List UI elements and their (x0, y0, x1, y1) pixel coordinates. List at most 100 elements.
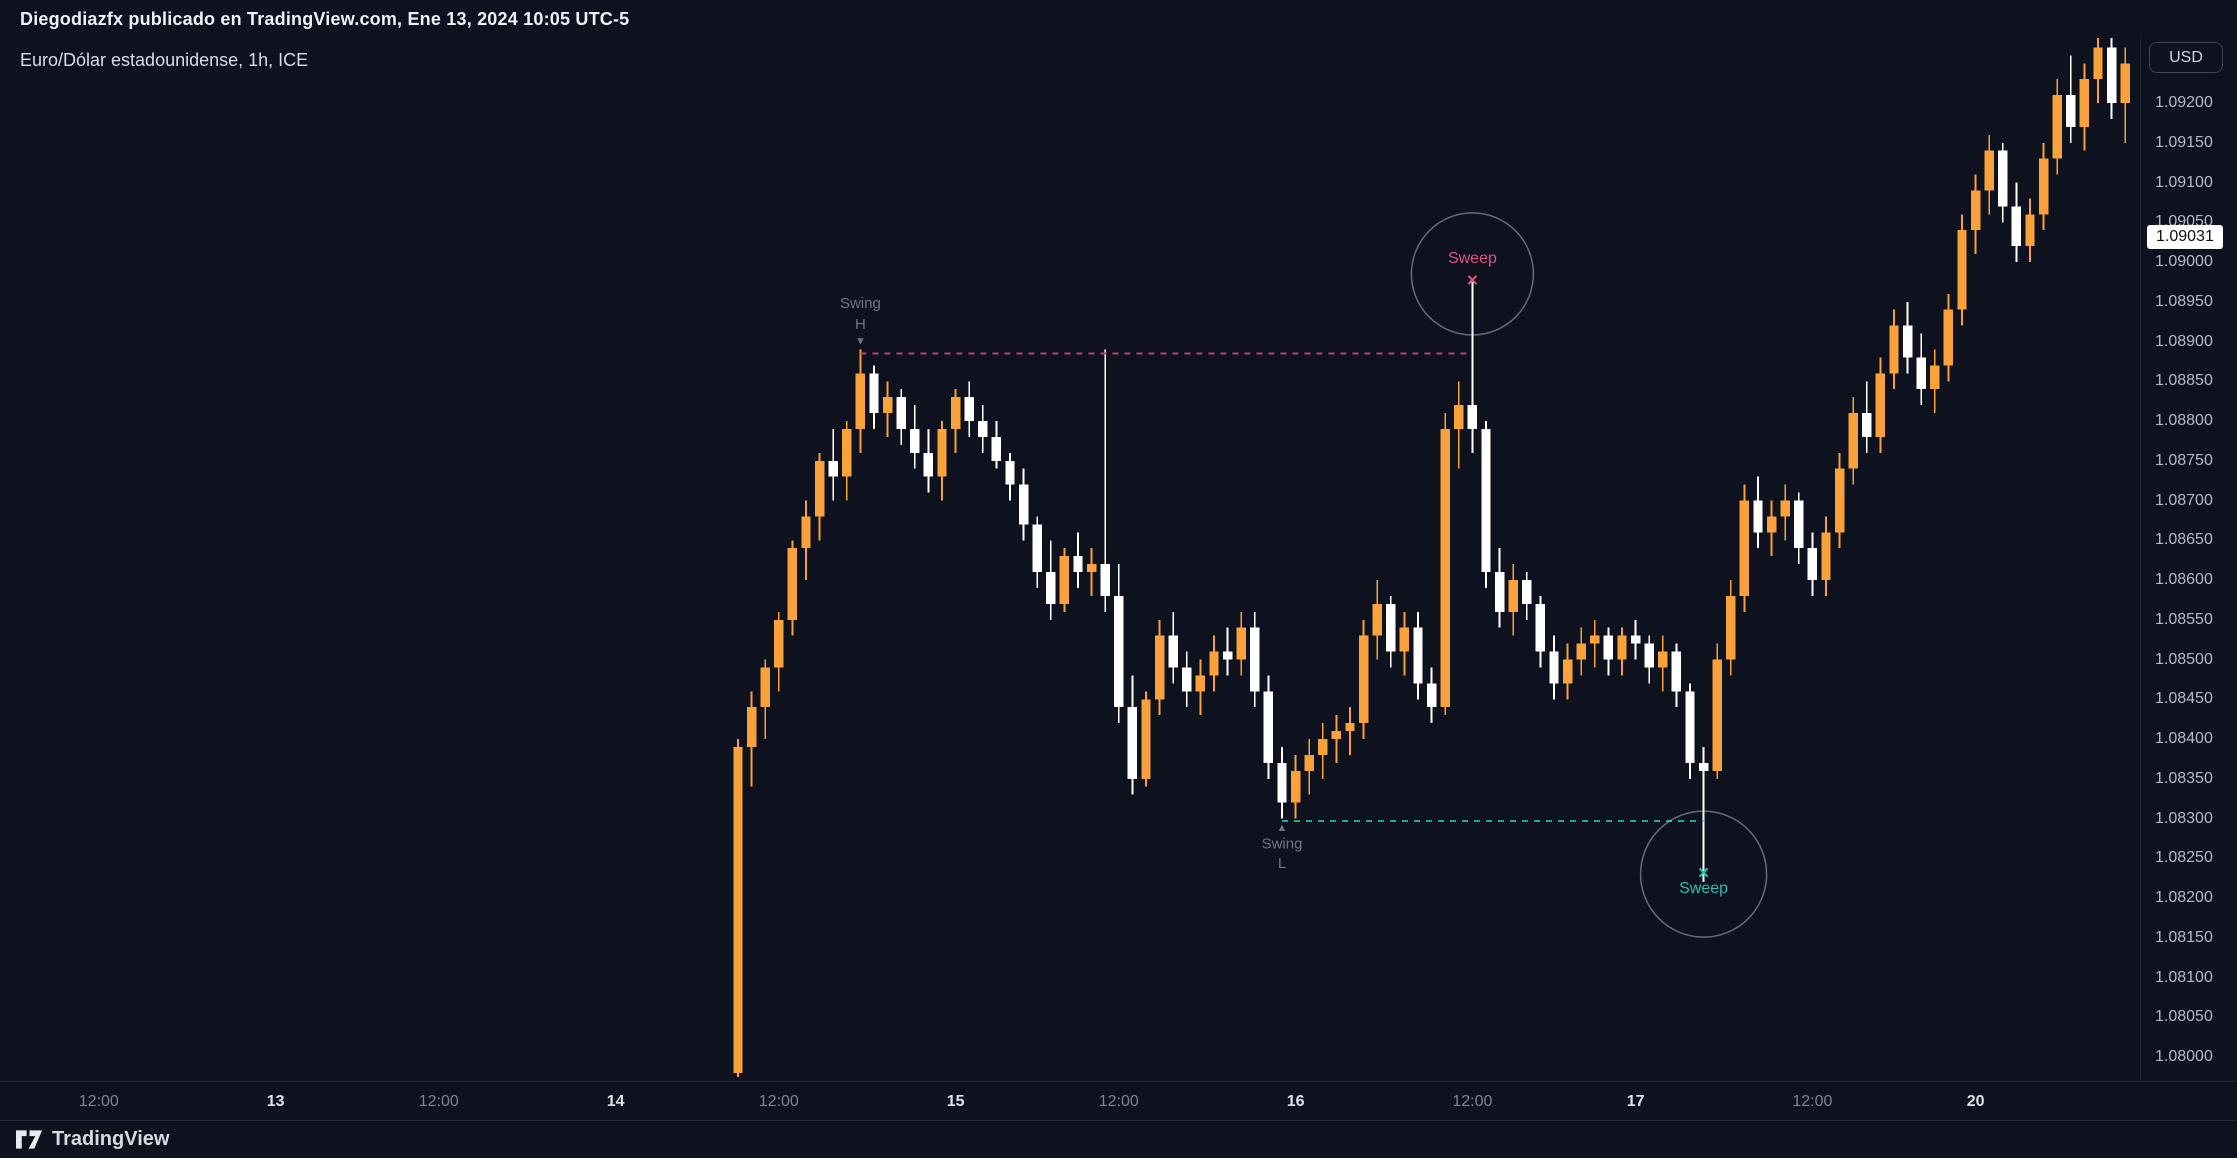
candle-body (1943, 309, 1954, 366)
candle-body (869, 373, 879, 414)
candle-body (2079, 79, 2090, 127)
candle-body (1426, 683, 1437, 708)
candle-body (978, 421, 988, 437)
candle-body (733, 746, 743, 1073)
price-axis-label: 1.08550 (2155, 610, 2213, 628)
price-axis-label: 1.09200 (2155, 94, 2213, 111)
candle-body (1998, 150, 2008, 207)
candle-body (1780, 500, 1790, 517)
candle-body (1358, 635, 1369, 724)
sweep-high-circle (1410, 212, 1535, 336)
price-axis-label: 1.08300 (2155, 809, 2213, 827)
price-axis-label: 1.09100 (2155, 173, 2213, 191)
candle-body (1889, 325, 1899, 374)
currency-button[interactable]: USD (2149, 42, 2223, 73)
candle-body (1562, 659, 1573, 684)
price-axis-label: 1.08850 (2155, 372, 2213, 390)
price-axis-label: 1.08800 (2155, 412, 2213, 429)
last-price-tag: 1.09031 (2147, 225, 2223, 250)
time-axis-label: 12:00 (1452, 1093, 1493, 1110)
candle-body (1916, 357, 1926, 390)
candle-body (1440, 428, 1450, 708)
candle-body (2120, 63, 2130, 103)
candle-body (1576, 643, 1586, 660)
price-axis[interactable]: USD 1.09200 1.09150 1.09100 1.09050 1.09000 1… (2140, 0, 2237, 1120)
candle-body (1399, 627, 1410, 652)
candle-body (1195, 675, 1206, 692)
candle-body (1630, 635, 1641, 644)
candle-body (1875, 373, 1886, 437)
candle-body (896, 397, 906, 429)
price-axis-label: 1.08350 (2155, 769, 2213, 787)
price-axis-label: 1.08950 (2155, 292, 2213, 310)
candle-body (774, 619, 784, 668)
time-axis-label: 20 (1966, 1093, 1985, 1110)
candle-body (1372, 603, 1382, 636)
candle-body (1930, 365, 1940, 390)
price-axis-label: 1.08150 (2155, 928, 2213, 946)
price-axis-label: 1.08100 (2155, 968, 2213, 986)
candle-body (1386, 603, 1396, 652)
attribution-text: Diegodiazfx publicado en TradingView.com… (20, 8, 630, 29)
price-axis-label: 1.08000 (2155, 1048, 2213, 1065)
price-axis-label: 1.08250 (2155, 849, 2213, 867)
candle-body (1413, 627, 1423, 684)
price-axis-label: 1.08200 (2155, 889, 2213, 906)
candle-body (910, 428, 920, 453)
symbol-legend[interactable]: Euro/Dólar estadounidense, 1h, ICE (20, 50, 308, 71)
candle-body (1304, 754, 1314, 771)
candle-body (1658, 651, 1668, 668)
time-axis[interactable]: 12:00 13 12:00 14 12:00 15 12:00 16 12:00 17 12:00… (0, 1081, 2237, 1120)
candle-body (1685, 691, 1695, 763)
sweep-high-label: Sweep (1448, 250, 1497, 267)
time-axis-label: 12:00 (418, 1093, 459, 1110)
price-axis-label: 1.08050 (2155, 1008, 2213, 1026)
candle-body (1154, 635, 1165, 700)
time-axis-label: 14 (606, 1093, 625, 1110)
candle-body (1236, 627, 1246, 660)
candle-body (2093, 47, 2103, 80)
price-axis-label: 1.08500 (2155, 650, 2213, 668)
candle-body (1073, 556, 1083, 573)
candle-body (1984, 150, 1994, 191)
candle-body (1902, 325, 1913, 358)
candle-body (1345, 723, 1355, 732)
candle-body (1726, 595, 1736, 660)
candle-body (760, 667, 770, 708)
candle-body (1508, 580, 1518, 612)
candle-body (1807, 548, 1818, 580)
symbol-title: Euro/Dólar estadounidense, 1h, ICE (20, 50, 309, 70)
candle-body (1100, 564, 1110, 596)
swing-high-label: Swing (840, 295, 881, 312)
tradingview-brand[interactable]: TradingView (52, 1128, 170, 1150)
candle-body (1617, 635, 1627, 660)
time-axis-label: 15 (946, 1093, 965, 1110)
candle-body (923, 452, 934, 477)
sweep-low-circle (1639, 810, 1768, 938)
sweep-low-cross-icon: × (1698, 863, 1709, 884)
candle-body (937, 428, 947, 477)
candle-body (950, 397, 961, 429)
candle-body (1331, 731, 1342, 739)
candle-body (1454, 405, 1464, 429)
price-axis-label: 1.08450 (2155, 690, 2213, 708)
candle-body (1821, 532, 1831, 580)
candle-body (1290, 770, 1301, 803)
candle-body (1467, 405, 1478, 429)
candle-body (964, 397, 974, 421)
candle-body (1114, 595, 1124, 708)
price-axis-label: 1.08650 (2155, 531, 2213, 549)
candle-body (1046, 572, 1056, 604)
candle-body (1739, 500, 1750, 596)
tradingview-logo-icon[interactable] (16, 1130, 43, 1149)
candle-body (2025, 214, 2035, 247)
footer-bar: TradingView (0, 1120, 2237, 1158)
price-axis-label: 1.08700 (2155, 491, 2213, 509)
candle-body (1209, 651, 1219, 676)
candle-body (855, 373, 866, 429)
candle-body (1277, 762, 1287, 803)
candle-body (1222, 651, 1233, 660)
swing-high-label: H (855, 316, 866, 333)
price-axis-label: 1.09150 (2155, 133, 2213, 151)
